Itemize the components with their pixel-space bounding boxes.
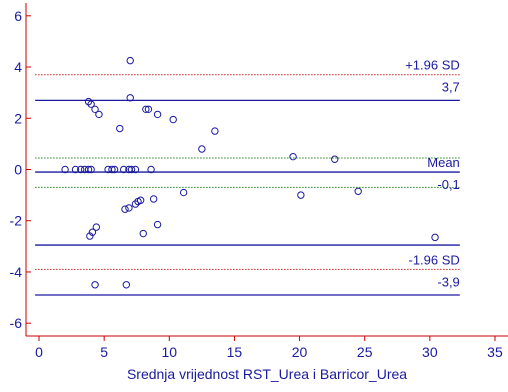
data-point [149, 195, 158, 203]
reference-label-value-3: -0,1 [437, 177, 459, 192]
reference-label-name-3: Mean [427, 155, 460, 170]
data-point [77, 165, 85, 174]
data-point [198, 145, 206, 153]
x-tick-label: 10 [162, 344, 178, 360]
y-tick-label: -2 [10, 213, 23, 229]
data-point [120, 165, 128, 174]
data-point [84, 165, 93, 174]
data-point [61, 165, 69, 174]
y-tick-label: -4 [10, 264, 23, 280]
data-points [61, 56, 439, 289]
data-point [169, 115, 177, 124]
data-point [88, 228, 97, 236]
x-tick-label: 35 [487, 344, 503, 360]
x-axis-title: Srednja vrijednost RST_Urea i Barricor_U… [127, 366, 407, 382]
data-point [142, 105, 150, 114]
data-point [110, 165, 119, 174]
y-tick-label: -6 [10, 315, 23, 331]
data-point [71, 165, 80, 174]
data-point [126, 94, 134, 102]
data-point [131, 165, 140, 174]
reference-label-value-0: 3,7 [442, 80, 460, 95]
data-point [144, 105, 153, 114]
data-point [139, 229, 147, 238]
data-point [92, 223, 101, 231]
data-point [84, 97, 93, 106]
data-point [153, 110, 162, 119]
data-point [147, 165, 155, 174]
data-point [354, 187, 362, 195]
data-point [179, 188, 188, 197]
data-point [431, 233, 439, 242]
x-tick-label: 0 [35, 344, 43, 360]
data-point [289, 152, 297, 161]
data-point [126, 56, 134, 65]
data-point [131, 200, 140, 208]
data-point [134, 197, 142, 206]
reference-label-name-6: -1.96 SD [408, 252, 459, 267]
y-tick-label: 0 [14, 162, 22, 178]
axes: -6 -4 -2 0 2 4 6 0 5 10 15 20 25 30 35 [10, 3, 508, 360]
y-tick-label: 6 [14, 8, 22, 24]
data-point [95, 110, 103, 119]
data-point [297, 191, 305, 199]
data-point [86, 232, 94, 240]
y-tick-label: 4 [14, 59, 22, 75]
data-point [122, 281, 131, 289]
data-point [153, 220, 162, 229]
reference-labels: +1.96 SD 3,7 Mean -0,1 -1.96 SD -3,9 [405, 58, 460, 290]
x-tick-label: 25 [357, 344, 373, 360]
x-tick-label: 5 [100, 344, 108, 360]
data-point [87, 165, 95, 174]
x-tick-label: 15 [227, 344, 243, 360]
data-point [331, 155, 339, 163]
data-point [108, 165, 116, 174]
data-point [211, 127, 219, 135]
x-tick-label: 30 [422, 344, 438, 360]
data-point [91, 105, 99, 114]
x-tick-label: 20 [292, 344, 308, 360]
data-point [125, 204, 133, 212]
y-tick-label: 2 [14, 110, 22, 126]
data-point [91, 281, 99, 289]
data-point [127, 165, 136, 174]
data-point [116, 124, 124, 133]
reference-label-value-6: -3,9 [437, 274, 459, 289]
reference-lines [35, 74, 460, 296]
reference-label-name-0: +1.96 SD [405, 58, 460, 73]
data-point [121, 205, 129, 213]
data-point [87, 100, 95, 108]
